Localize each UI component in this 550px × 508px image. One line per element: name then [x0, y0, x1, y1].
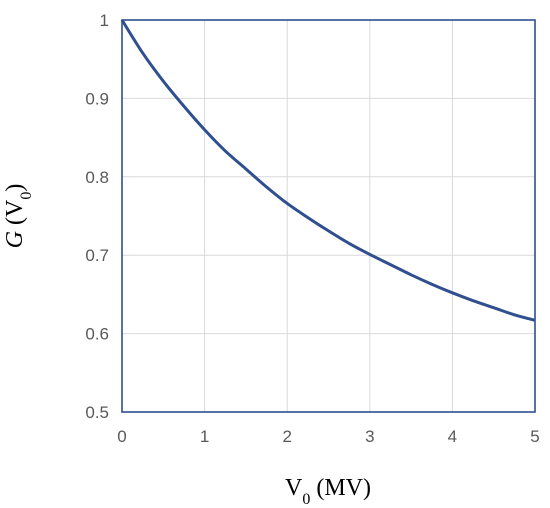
x-tick-label-0: 0: [117, 427, 126, 446]
y-axis-title: G (V0): [2, 184, 35, 249]
x-tick-label-3: 3: [365, 427, 374, 446]
x-axis-title-main: V: [285, 475, 303, 501]
x-tick-label-2: 2: [282, 427, 291, 446]
x-tick-label-5: 5: [530, 427, 539, 446]
y-axis-title-open: (V: [2, 199, 28, 231]
x-tick-label-1: 1: [200, 427, 209, 446]
x-tick-label-4: 4: [448, 427, 457, 446]
series-layer: [120, 19, 536, 322]
y-tick-label-0: 0.5: [85, 403, 109, 422]
y-tick-label-2: 0.7: [85, 246, 109, 265]
x-axis-title: V0 (MV): [285, 475, 371, 508]
x-axis-title-sub: 0: [302, 491, 310, 508]
plot-frame: [121, 19, 536, 413]
y-tick-label-3: 0.8: [85, 168, 109, 187]
y-tick-label-5: 1: [100, 11, 109, 30]
y-tick-label-1: 0.6: [85, 325, 109, 344]
series-line-0: [120, 19, 536, 322]
x-axis-title-rest: (MV): [310, 475, 371, 501]
y-axis-title-sub: 0: [18, 192, 35, 200]
x-tick-labels: 0 1 2 3 4 5: [117, 427, 539, 446]
y-axis-title-close: ): [2, 184, 28, 192]
grid: [121, 19, 536, 413]
y-axis-title-italic: G: [2, 231, 28, 248]
y-tick-labels: 0.5 0.6 0.7 0.8 0.9 1: [85, 11, 109, 422]
y-tick-label-4: 0.9: [85, 89, 109, 108]
